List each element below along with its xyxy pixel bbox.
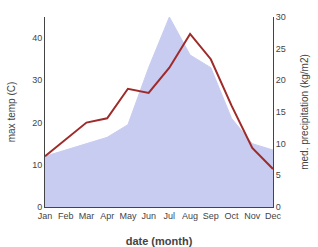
svg-text:Sep: Sep: [203, 211, 219, 221]
svg-text:5: 5: [276, 170, 281, 180]
svg-text:25: 25: [276, 44, 286, 54]
svg-text:date (month): date (month): [126, 235, 193, 247]
svg-text:20: 20: [276, 75, 286, 85]
svg-text:Dec: Dec: [265, 211, 282, 221]
svg-text:0: 0: [276, 202, 281, 212]
svg-text:10: 10: [32, 160, 42, 170]
svg-text:30: 30: [276, 12, 286, 22]
svg-text:Aug: Aug: [182, 211, 198, 221]
svg-text:10: 10: [276, 139, 286, 149]
svg-text:Jul: Jul: [164, 211, 176, 221]
svg-text:Apr: Apr: [100, 211, 114, 221]
svg-text:20: 20: [32, 118, 42, 128]
svg-text:30: 30: [32, 75, 42, 85]
svg-text:Jun: Jun: [141, 211, 156, 221]
svg-text:max temp (C): max temp (C): [6, 82, 17, 143]
svg-text:Oct: Oct: [225, 211, 240, 221]
svg-text:15: 15: [276, 107, 286, 117]
svg-text:med. precipitation (kg/m2): med. precipitation (kg/m2): [299, 54, 310, 170]
svg-text:0: 0: [37, 202, 42, 212]
svg-text:40: 40: [32, 33, 42, 43]
svg-text:Nov: Nov: [244, 211, 261, 221]
svg-text:Mar: Mar: [79, 211, 95, 221]
svg-text:Jan: Jan: [38, 211, 53, 221]
svg-text:May: May: [119, 211, 137, 221]
svg-text:Feb: Feb: [58, 211, 74, 221]
